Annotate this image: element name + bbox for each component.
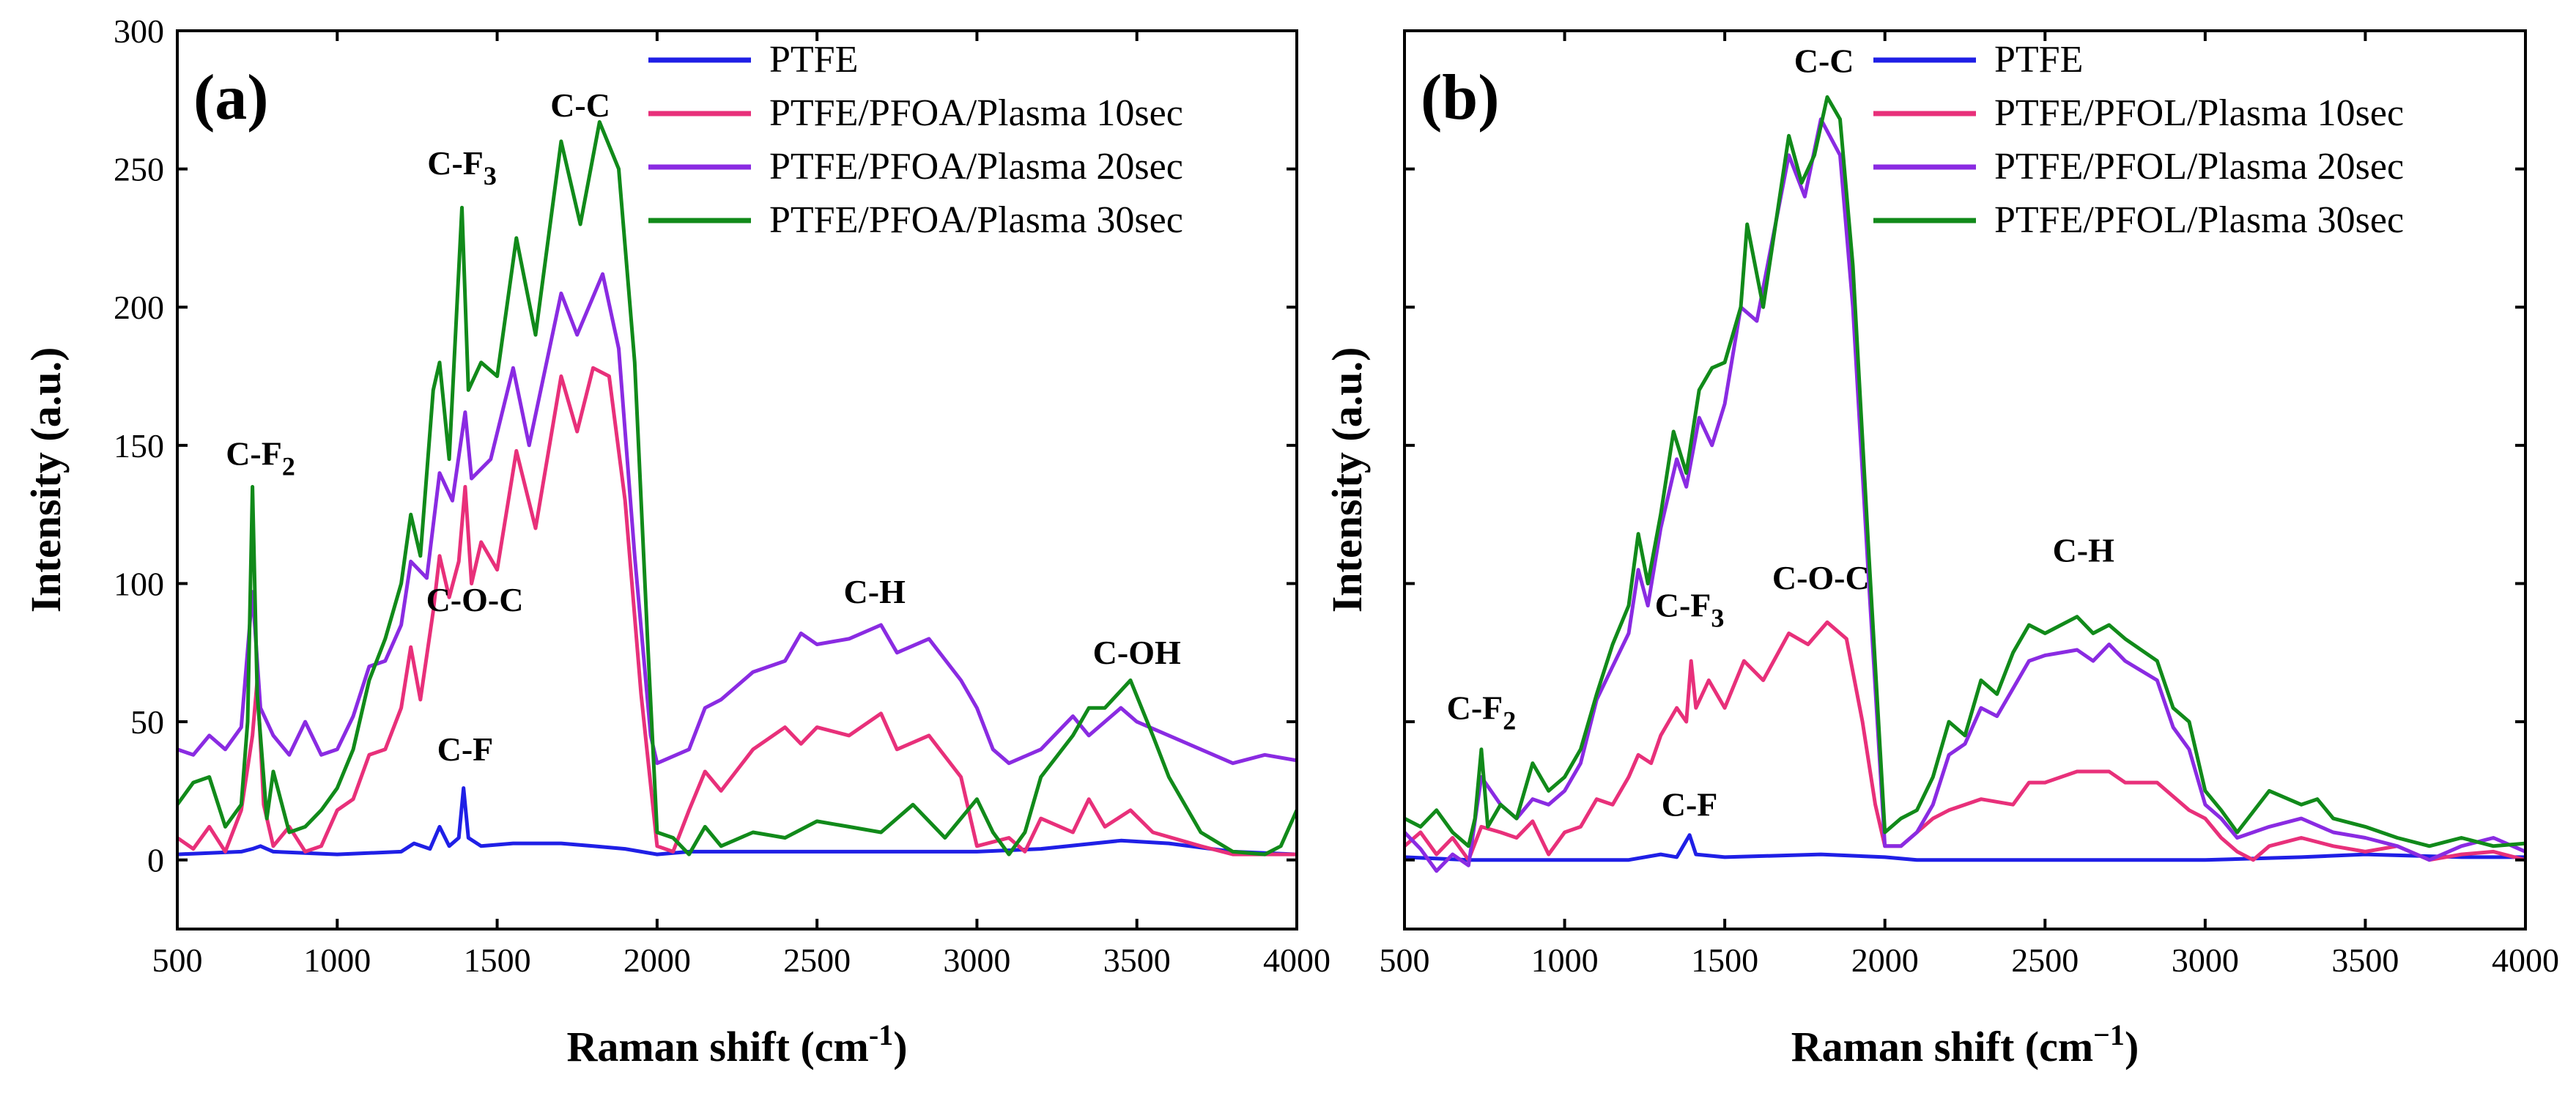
legend-label: PTFE/PFOL/Plasma 30sec [1994, 199, 2404, 241]
x-tick-label: 3000 [2172, 941, 2239, 979]
x-tick-label: 4000 [2492, 941, 2559, 979]
series-line-3 [177, 272, 1297, 766]
x-tick-label: 4000 [1263, 941, 1330, 979]
peak-annotation-sub: 2 [1503, 706, 1516, 735]
peak-annotation-text: C-F [437, 730, 494, 768]
peak-annotation: C-F [1662, 785, 1718, 823]
peak-annotation-text: C-F [1662, 785, 1718, 823]
peak-annotation: C-F2 [226, 434, 295, 481]
peak-annotation-text: C-H [2053, 531, 2115, 569]
series-line-1 [177, 786, 1297, 856]
series-line-1 [1404, 833, 2525, 862]
x-axis-title: Raman shift (cm−1) [1791, 1018, 2139, 1070]
x-axis-title-sup: −1 [2093, 1018, 2125, 1051]
y-tick-label: 150 [114, 427, 164, 465]
peak-annotation: C-C [550, 86, 610, 124]
series-line-2 [1404, 620, 2525, 862]
plot-frame [176, 29, 1298, 930]
x-tick-label: 2000 [1851, 941, 1919, 979]
x-tick-label: 1000 [1531, 941, 1599, 979]
x-tick-label: 1000 [303, 941, 371, 979]
y-axis-title: Intensity (a.u.) [22, 347, 70, 613]
y-tick-label: 200 [114, 289, 164, 326]
peak-annotation-text: C-F [226, 434, 282, 472]
panel-label: (b) [1421, 62, 1500, 133]
peak-annotation: C-F2 [1447, 689, 1517, 735]
peak-annotation: C-H [2053, 531, 2115, 569]
x-axis-title-end: ) [893, 1023, 907, 1070]
x-axis-title-base: Raman shift (cm [566, 1023, 868, 1070]
peak-annotation-sub: 2 [282, 451, 295, 481]
x-tick-label: 1500 [1691, 941, 1758, 979]
peak-annotation-sub: 3 [484, 161, 497, 190]
peak-annotation-text: C-C [550, 86, 610, 124]
x-tick-label: 3500 [1103, 941, 1171, 979]
peak-annotation-text: C-H [844, 573, 906, 610]
series-line-4 [177, 120, 1297, 856]
legend-label: PTFE [1994, 39, 2083, 81]
peak-annotation-text: C-F [1447, 689, 1503, 726]
peak-annotation: C-F [437, 730, 494, 768]
legend-label: PTFE/PFOA/Plasma 10sec [769, 92, 1183, 134]
legend-label: PTFE/PFOA/Plasma 30sec [769, 199, 1183, 241]
peak-annotation: C-F3 [427, 144, 497, 190]
peak-annotation: C-O-C [1772, 559, 1870, 596]
x-tick-label: 2000 [623, 941, 691, 979]
peak-annotation: C-H [844, 573, 906, 610]
peak-annotation-text: C-O-C [426, 581, 524, 618]
y-tick-label: 100 [114, 565, 164, 602]
peak-annotation: C-C [1794, 42, 1854, 80]
x-axis-title: Raman shift (cm-1) [566, 1018, 907, 1070]
x-tick-label: 1500 [464, 941, 531, 979]
x-axis-title-end: ) [2125, 1023, 2139, 1070]
peak-annotation-text: C-O-C [1772, 559, 1870, 596]
x-axis-title-base: Raman shift (cm [1791, 1023, 2093, 1070]
series-line-4 [1404, 95, 2525, 848]
peak-annotation: C-OH [1093, 634, 1181, 671]
x-tick-label: 500 [1380, 941, 1430, 979]
peak-annotation-text: C-C [1794, 42, 1854, 80]
peak-annotation: C-F3 [1655, 587, 1725, 633]
peak-annotation-sub: 3 [1711, 604, 1724, 633]
x-tick-label: 3500 [2331, 941, 2399, 979]
series-group [1404, 95, 2525, 873]
y-tick-label: 50 [130, 703, 164, 741]
series-line-3 [1404, 117, 2525, 873]
legend-label: PTFE/PFOA/Plasma 20sec [769, 146, 1183, 188]
legend-label: PTFE/PFOL/Plasma 20sec [1994, 146, 2404, 188]
y-axis-title: Intensity (a.u.) [1323, 347, 1371, 613]
x-tick-label: 3000 [943, 941, 1010, 979]
peak-annotation: C-O-C [426, 581, 524, 618]
chart-panel-b: 500 1000 1500 2000 2500 3000 3500 4000 Raman shi… [1323, 29, 2559, 1070]
y-tick-label: 250 [114, 151, 164, 188]
legend-label: PTFE [769, 39, 858, 81]
y-tick-label: 0 [147, 842, 164, 879]
series-line-2 [177, 366, 1297, 856]
peak-annotation-text: C-F [1655, 587, 1711, 624]
x-tick-label: 500 [152, 941, 203, 979]
chart-panel-a: 500 1000 1500 2000 2500 3000 3500 4000 0 50 100 150… [22, 12, 1330, 1070]
peak-annotation-text: C-OH [1093, 634, 1181, 671]
x-axis-title-sup: -1 [869, 1018, 893, 1051]
plot-frame [1403, 29, 2527, 930]
x-tick-label: 2500 [783, 941, 851, 979]
y-tick-label: 300 [114, 12, 164, 50]
series-group [177, 120, 1297, 856]
x-tick-label: 2500 [2011, 941, 2079, 979]
peak-annotation-text: C-F [427, 144, 484, 182]
legend-label: PTFE/PFOL/Plasma 10sec [1994, 92, 2404, 134]
panel-label: (a) [193, 62, 269, 133]
